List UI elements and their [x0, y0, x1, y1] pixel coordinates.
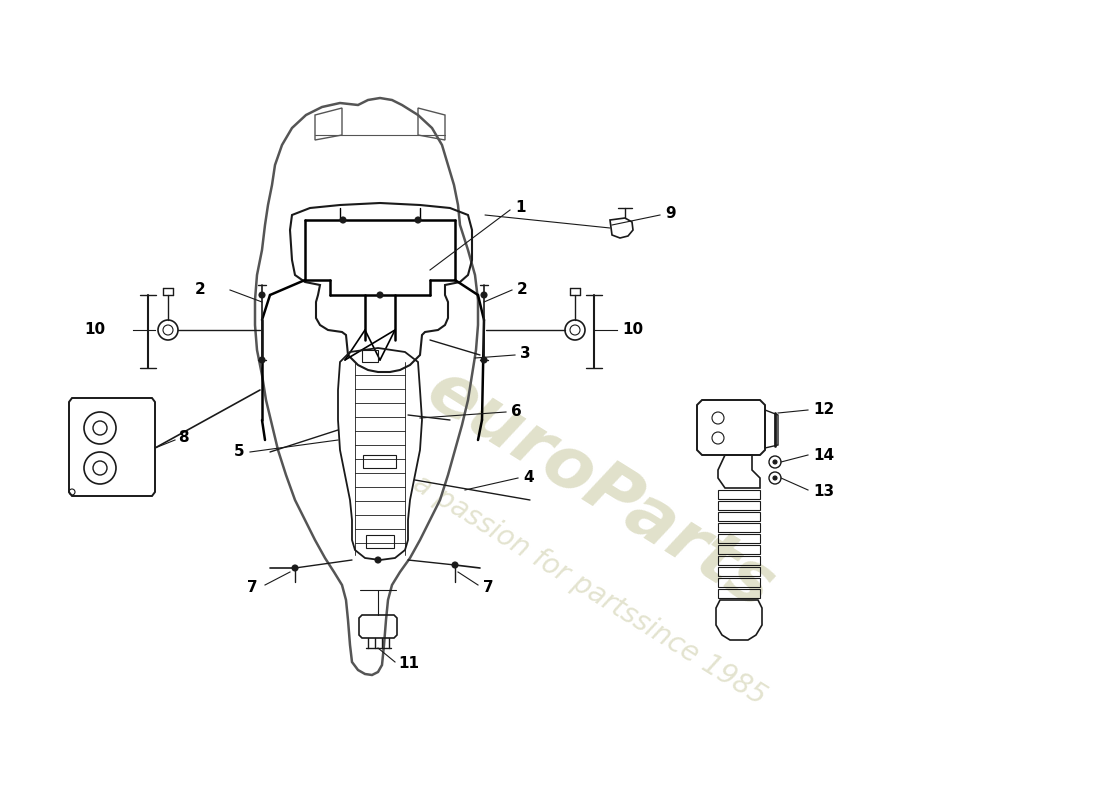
Circle shape [773, 460, 777, 464]
Circle shape [773, 476, 777, 480]
Text: 9: 9 [666, 206, 675, 221]
Circle shape [481, 292, 487, 298]
Circle shape [481, 357, 487, 363]
Circle shape [258, 292, 265, 298]
Text: 8: 8 [178, 430, 188, 446]
Text: 12: 12 [813, 402, 834, 418]
Text: 4: 4 [522, 470, 534, 485]
Text: euroParts: euroParts [414, 356, 786, 624]
Circle shape [415, 217, 421, 223]
Circle shape [375, 557, 381, 563]
Text: 11: 11 [398, 657, 419, 671]
Text: 2: 2 [195, 282, 205, 297]
Circle shape [340, 217, 346, 223]
Text: 1: 1 [515, 201, 526, 215]
Text: 10: 10 [84, 322, 104, 338]
Text: 2: 2 [517, 282, 528, 297]
Text: 10: 10 [621, 322, 643, 338]
Circle shape [377, 292, 383, 298]
Circle shape [452, 562, 458, 568]
Text: 7: 7 [248, 579, 258, 594]
Circle shape [258, 357, 265, 363]
Text: a passion for partssince 1985: a passion for partssince 1985 [408, 470, 771, 710]
Text: 6: 6 [512, 403, 521, 418]
Text: 14: 14 [813, 447, 834, 462]
Circle shape [292, 565, 298, 571]
Text: 3: 3 [520, 346, 530, 362]
Text: 13: 13 [813, 483, 834, 498]
Text: 7: 7 [483, 579, 494, 594]
Text: 5: 5 [233, 445, 244, 459]
